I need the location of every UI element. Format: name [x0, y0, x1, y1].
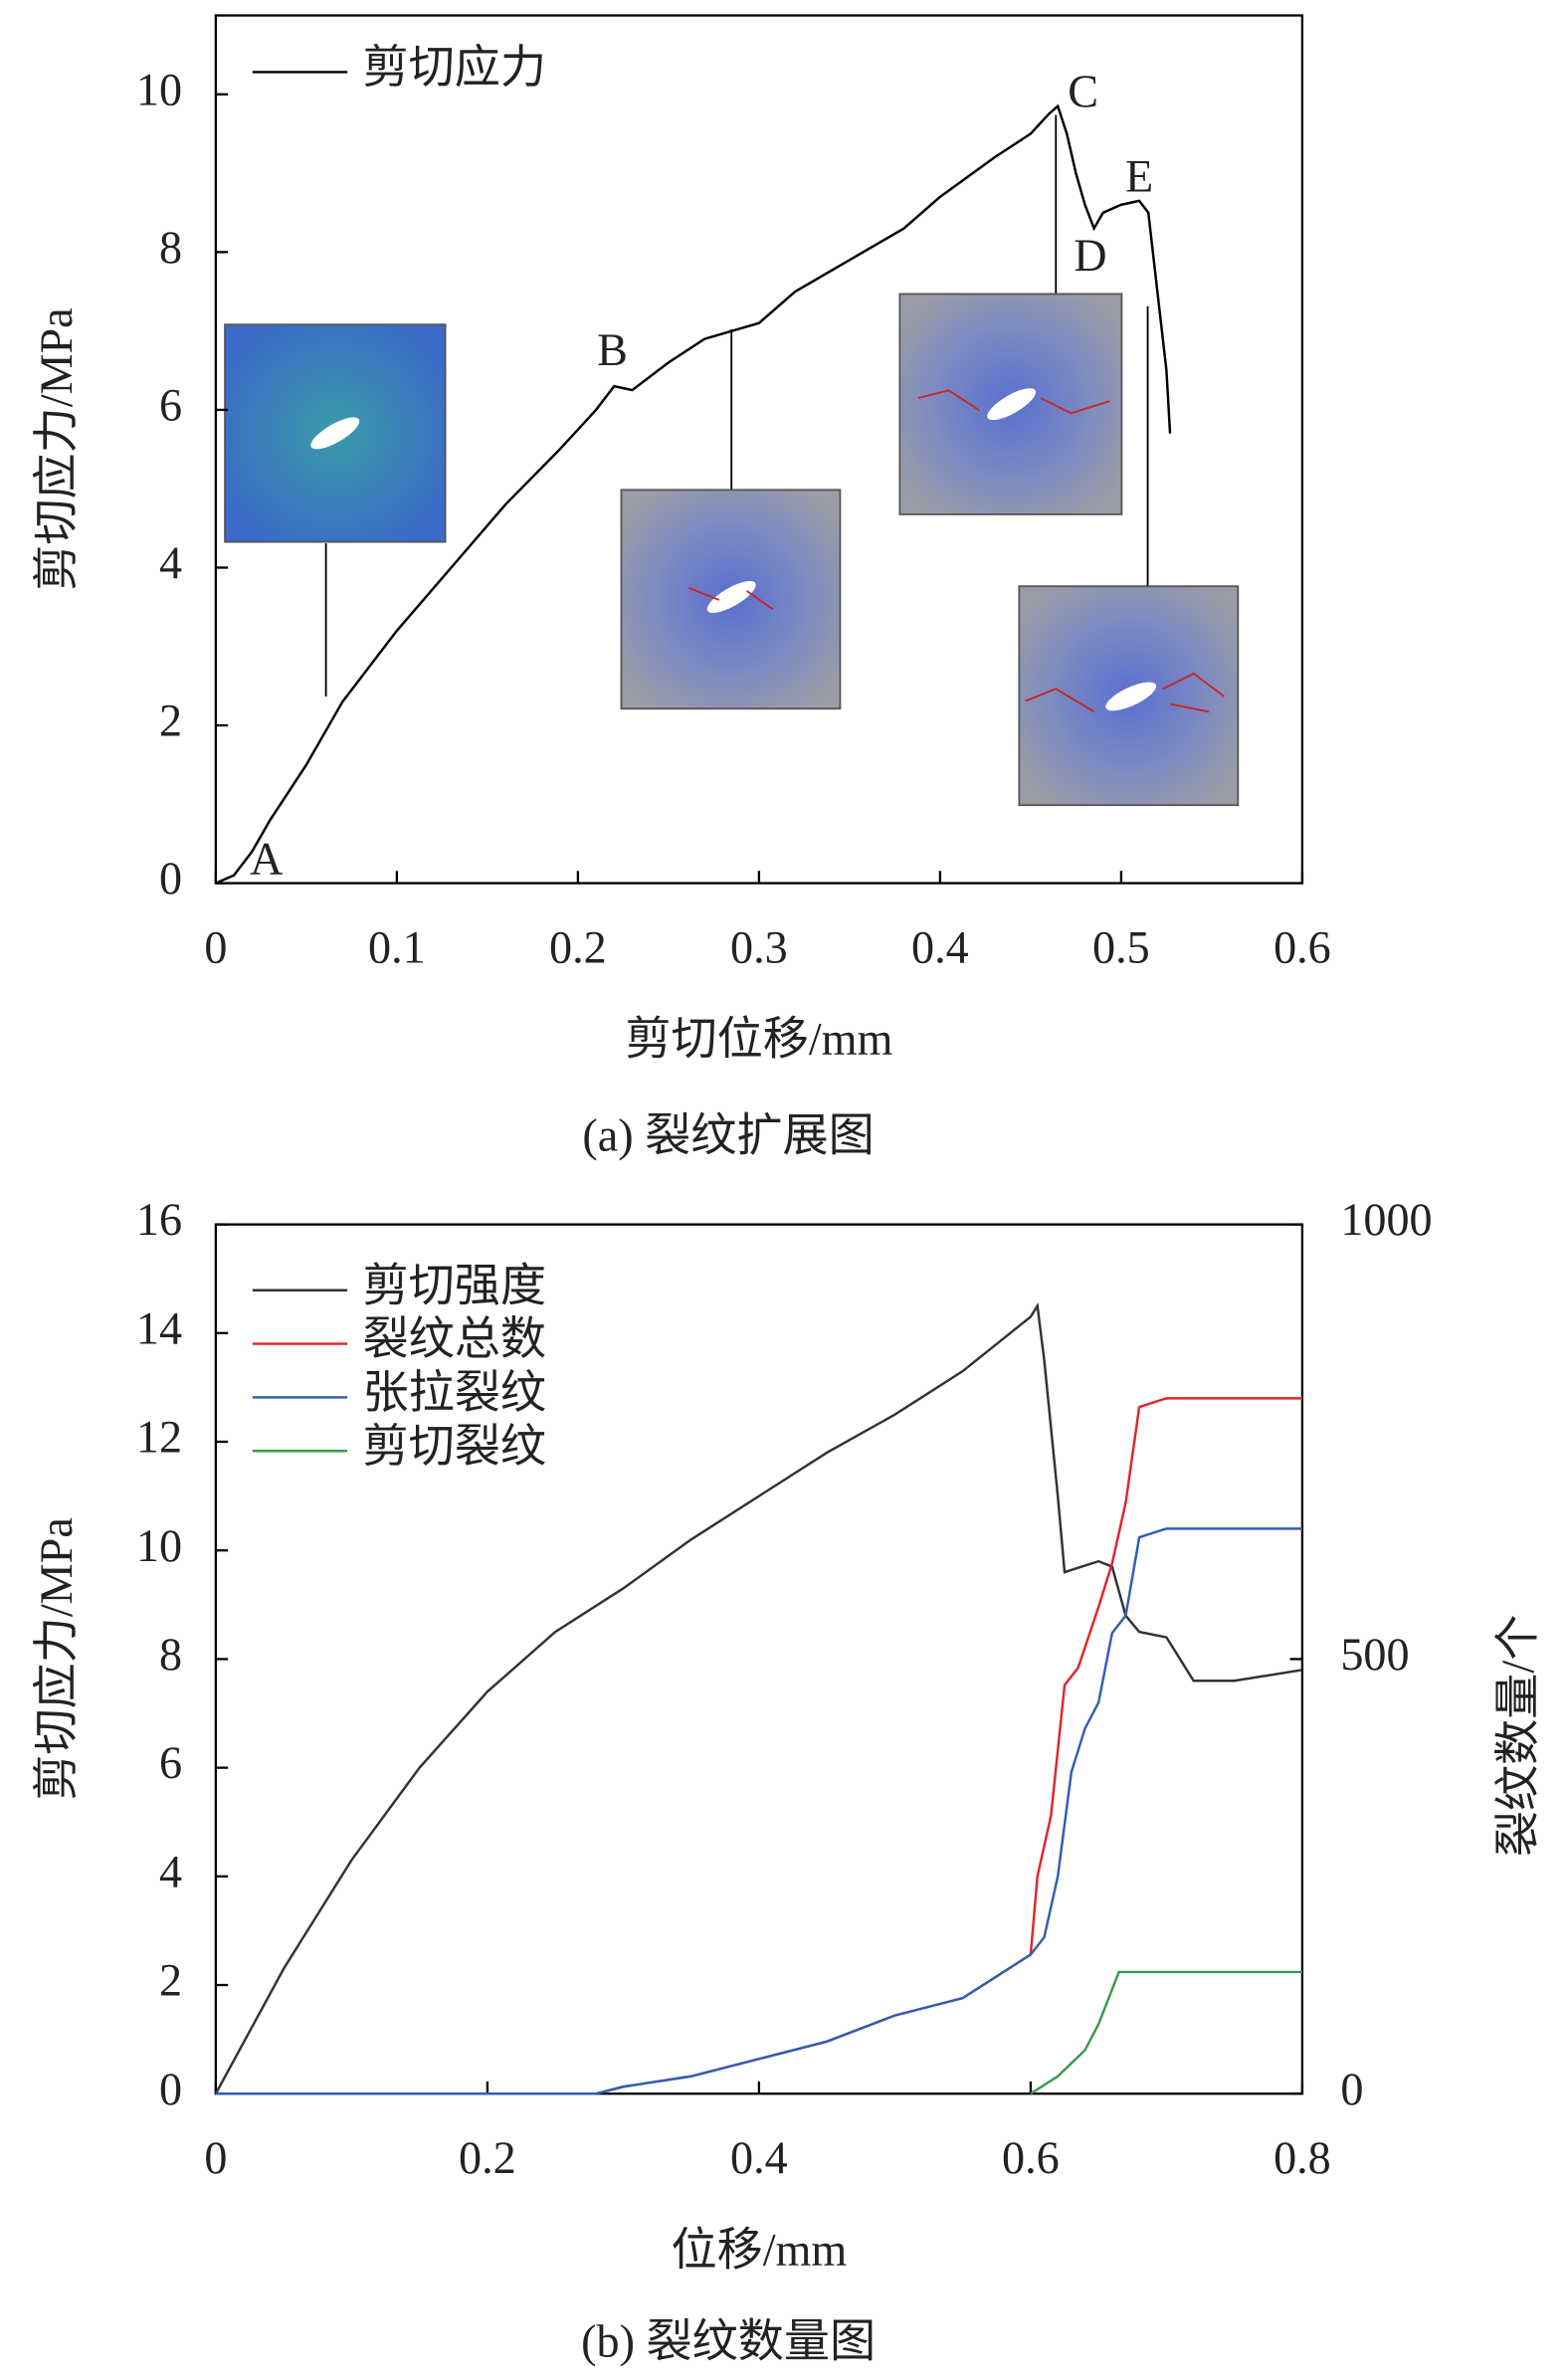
y2-tick-label: 500 [1340, 1629, 1409, 1680]
series-line [214, 1301, 1303, 2094]
x-tick-label: 0.6 [1002, 2132, 1060, 2183]
y-tick-label: 6 [159, 380, 182, 431]
y-tick-label: 10 [136, 64, 182, 114]
legend-label: 裂纹总数 [363, 1313, 546, 1364]
y-axis-label: 剪切应力/MPa [31, 1517, 82, 1800]
annotation: B [597, 324, 628, 375]
y2-axis-label: 裂纹数量/个 [1492, 1615, 1543, 1857]
y-tick-label: 8 [159, 1629, 182, 1680]
y-tick-label: 4 [159, 537, 182, 588]
y-tick-label: 4 [159, 1846, 182, 1896]
y-tick-label: 6 [159, 1737, 182, 1788]
x-tick-label: 0.4 [730, 2132, 788, 2183]
y-tick-label: 10 [136, 1520, 182, 1571]
x-tick-label: 0.2 [549, 921, 607, 972]
annotation: C [1068, 66, 1098, 116]
legend-label: 剪切强度 [363, 1260, 546, 1310]
x-tick-label: 0.4 [911, 921, 969, 972]
legend-label: 剪切应力 [363, 42, 546, 93]
y-tick-label: 16 [136, 1194, 182, 1245]
y-tick-label: 12 [136, 1412, 182, 1463]
y2-tick-label: 0 [1340, 2064, 1363, 2114]
y-tick-label: 8 [159, 222, 182, 273]
legend-label: 张拉裂纹 [363, 1367, 546, 1418]
annotation: D [1074, 230, 1106, 281]
x-tick-label: 0 [204, 2132, 227, 2183]
y-axis-label: 剪切应力/MPa [31, 307, 82, 590]
y2-tick-label: 1000 [1340, 1194, 1432, 1245]
x-tick-label: 0.5 [1092, 921, 1150, 972]
y-tick-label: 2 [159, 695, 182, 746]
series-line [1030, 1970, 1302, 2095]
x-tick-label: 0.3 [730, 921, 788, 972]
x-tick-label: 0 [204, 921, 227, 972]
series-line [215, 1527, 1302, 2095]
caption: (a) 裂纹扩展图 [582, 1110, 874, 1161]
x-tick-label: 0.1 [368, 921, 426, 972]
series-line [215, 1397, 1302, 2095]
x-axis-label: 位移/mm [671, 2224, 847, 2275]
y-tick-label: 0 [159, 2064, 182, 2114]
caption: (b) 裂纹数量图 [581, 2316, 876, 2367]
x-tick-label: 0.6 [1273, 921, 1331, 972]
annotation: E [1125, 151, 1153, 202]
x-tick-label: 0.8 [1273, 2132, 1331, 2183]
inset-images [224, 114, 1240, 807]
y-tick-label: 2 [159, 1955, 182, 2006]
legend-label: 剪切裂纹 [363, 1421, 546, 1472]
annotation: A [250, 833, 283, 884]
x-tick-label: 0.2 [459, 2132, 516, 2183]
series-line [215, 103, 1172, 885]
x-axis-label: 剪切位移/mm [625, 1014, 892, 1065]
y-tick-label: 14 [136, 1302, 182, 1353]
y-tick-label: 0 [159, 853, 182, 903]
